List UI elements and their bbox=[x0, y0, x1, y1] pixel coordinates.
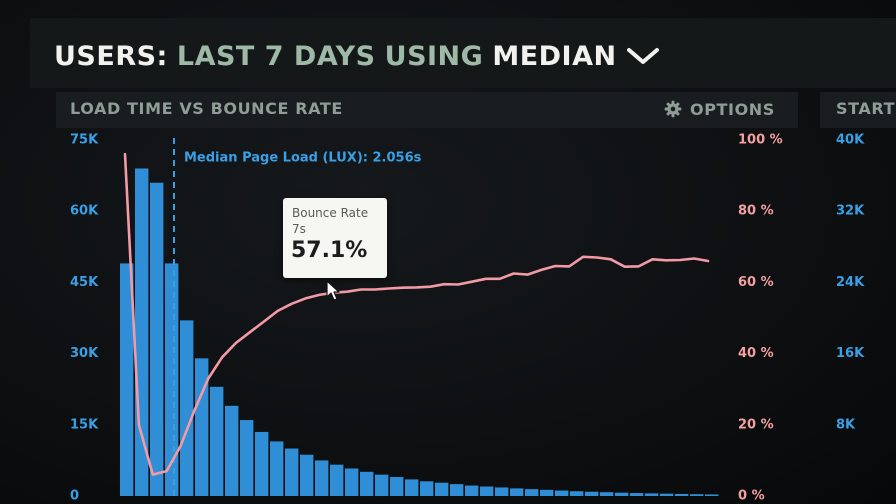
chart-bar bbox=[570, 491, 584, 496]
right-axis-tick-label: 20 % bbox=[738, 417, 774, 432]
right-axis-tick-label: 80 % bbox=[738, 204, 774, 219]
left-axis-tick-label: 75K bbox=[70, 133, 99, 148]
side-axis-tick-label: 16K bbox=[836, 346, 865, 361]
mouse-cursor-icon bbox=[326, 280, 340, 301]
chart-bar bbox=[600, 492, 614, 496]
chart-bar bbox=[225, 405, 239, 496]
left-axis-tick-label: 0 bbox=[70, 489, 79, 504]
right-axis-tick-label: 0 % bbox=[738, 489, 765, 504]
side-axis-tick-label: 40K bbox=[836, 133, 865, 148]
chart-bar bbox=[510, 488, 524, 496]
tooltip-x-value: 7s bbox=[292, 222, 306, 236]
title-using: USING bbox=[384, 40, 484, 72]
chart-bar bbox=[300, 454, 314, 496]
options-label: OPTIONS bbox=[690, 99, 775, 119]
chart-bar bbox=[195, 358, 209, 496]
page-title[interactable]: USERS: LAST 7 DAYS USING MEDIAN bbox=[54, 36, 661, 76]
left-axis-tick-label: 30K bbox=[70, 346, 99, 361]
chart-bar bbox=[450, 484, 464, 496]
chart-bar bbox=[660, 493, 674, 496]
side-axis-tick-label: 8K bbox=[836, 417, 856, 432]
chart-bar bbox=[480, 486, 494, 496]
panel-title: LOAD TIME VS BOUNCE RATE bbox=[70, 99, 343, 118]
chart-bar bbox=[675, 493, 689, 496]
gear-icon bbox=[664, 100, 682, 118]
side-axis-tick-label: 24K bbox=[836, 275, 865, 290]
chart-bar bbox=[330, 464, 344, 496]
median-annotation: Median Page Load (LUX): 2.056s bbox=[184, 151, 422, 166]
tooltip-value: 57.1% bbox=[291, 238, 368, 263]
chart-bar bbox=[705, 494, 719, 496]
chart-bar bbox=[405, 479, 419, 496]
chart-bar bbox=[555, 490, 569, 496]
chart-bar bbox=[285, 448, 299, 496]
chart-bar bbox=[630, 493, 644, 496]
header-bar bbox=[30, 18, 896, 88]
chart-bar bbox=[270, 441, 284, 496]
chart-bar bbox=[645, 493, 659, 496]
chart-bar bbox=[615, 492, 629, 496]
chart-bar bbox=[255, 431, 269, 496]
chart-bar bbox=[120, 263, 134, 496]
chart-bar bbox=[495, 487, 509, 496]
right-axis-tick-label: 100 % bbox=[738, 133, 783, 148]
side-panel-title: START bbox=[836, 99, 896, 118]
bounce-rate-line bbox=[123, 152, 710, 476]
chart-bar bbox=[165, 263, 179, 496]
left-axis-tick-label: 60K bbox=[70, 204, 99, 219]
chart-bar bbox=[420, 481, 434, 496]
chart-bar bbox=[240, 420, 254, 496]
title-metric[interactable]: MEDIAN bbox=[492, 40, 617, 72]
chevron-down-icon[interactable] bbox=[625, 44, 661, 68]
chart-bar bbox=[360, 471, 374, 496]
right-axis-tick-label: 60 % bbox=[738, 275, 774, 290]
bounce-rate-tooltip: Bounce Rate 7s 57.1% bbox=[283, 198, 387, 278]
chart-bar bbox=[585, 491, 599, 496]
chart-bar bbox=[180, 320, 194, 496]
side-panel-header bbox=[820, 92, 896, 128]
chart-bar bbox=[315, 460, 329, 496]
chart-bar bbox=[210, 386, 224, 496]
tooltip-label: Bounce Rate bbox=[292, 206, 369, 220]
chart-bar bbox=[525, 489, 539, 496]
title-range[interactable]: LAST 7 DAYS bbox=[176, 40, 376, 72]
chart-bar bbox=[540, 489, 554, 496]
side-axis-tick-label: 32K bbox=[836, 204, 865, 219]
right-axis-tick-label: 40 % bbox=[738, 346, 774, 361]
left-axis-tick-label: 15K bbox=[70, 417, 99, 432]
options-button[interactable]: OPTIONS bbox=[664, 97, 775, 121]
title-users: USERS: bbox=[54, 40, 168, 72]
chart-bar bbox=[150, 182, 164, 496]
left-axis-tick-label: 45K bbox=[70, 275, 99, 290]
chart-bar bbox=[390, 477, 404, 496]
chart-bar bbox=[465, 485, 479, 496]
chart-bar bbox=[375, 474, 389, 496]
chart-bar bbox=[345, 468, 359, 496]
chart-bar bbox=[690, 494, 704, 496]
chart-bar bbox=[435, 482, 449, 496]
